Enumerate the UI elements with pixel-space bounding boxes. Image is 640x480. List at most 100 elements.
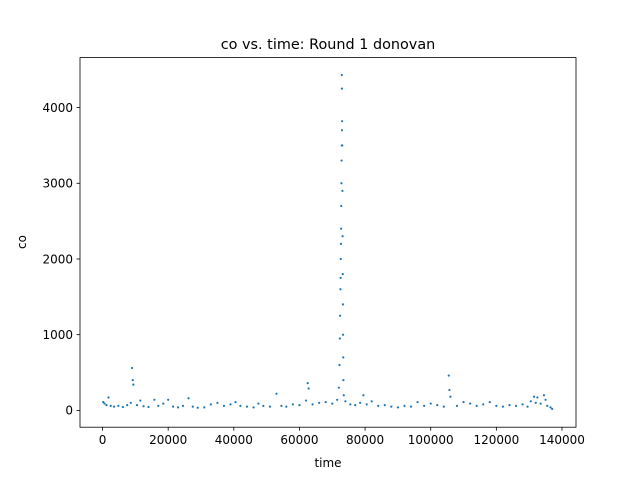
data-point bbox=[546, 404, 549, 407]
data-point bbox=[551, 407, 554, 410]
data-point bbox=[157, 404, 160, 407]
data-point bbox=[339, 276, 342, 280]
data-point bbox=[536, 396, 539, 399]
data-point bbox=[121, 405, 124, 409]
data-point bbox=[262, 404, 265, 407]
data-point bbox=[448, 388, 451, 392]
data-point bbox=[142, 405, 145, 408]
data-point bbox=[544, 398, 547, 401]
data-point bbox=[318, 401, 321, 404]
x-tick-label: 140000 bbox=[539, 433, 585, 447]
data-point bbox=[167, 398, 170, 401]
data-point bbox=[135, 403, 139, 407]
axes-frame bbox=[79, 57, 577, 428]
data-point bbox=[331, 402, 334, 405]
data-point bbox=[354, 403, 357, 407]
data-point bbox=[342, 333, 345, 336]
data-point bbox=[291, 403, 294, 406]
data-point bbox=[423, 404, 426, 407]
data-point bbox=[526, 405, 529, 408]
data-point bbox=[176, 406, 180, 409]
data-point bbox=[268, 405, 272, 408]
data-point bbox=[340, 73, 343, 77]
y-tick-label: 1000 bbox=[42, 328, 73, 342]
data-point bbox=[107, 396, 110, 399]
chart-title: co vs. time: Round 1 donovan bbox=[221, 37, 436, 53]
data-point bbox=[109, 404, 112, 407]
data-point bbox=[307, 387, 310, 390]
data-point bbox=[341, 144, 344, 147]
data-point bbox=[508, 403, 511, 407]
data-point bbox=[339, 314, 342, 317]
data-point bbox=[147, 405, 150, 409]
data-point bbox=[442, 405, 445, 408]
data-point bbox=[105, 403, 108, 407]
data-point bbox=[340, 227, 343, 230]
data-point bbox=[340, 129, 344, 132]
data-point bbox=[342, 356, 345, 359]
data-point bbox=[229, 403, 232, 406]
data-point bbox=[344, 400, 347, 403]
data-point bbox=[324, 400, 327, 404]
data-point bbox=[191, 405, 194, 408]
data-point bbox=[239, 404, 242, 407]
data-point bbox=[396, 406, 399, 409]
data-point bbox=[222, 404, 226, 407]
x-tick-label: 60000 bbox=[280, 433, 318, 447]
data-point bbox=[234, 400, 237, 404]
data-point bbox=[542, 394, 546, 397]
y-axis-ticks: 0 1000 2000 3000 4000 bbox=[42, 101, 80, 418]
x-tick-label: 80000 bbox=[346, 433, 384, 447]
data-point bbox=[362, 394, 365, 397]
data-point bbox=[252, 406, 255, 409]
data-point bbox=[534, 401, 537, 404]
data-point bbox=[447, 374, 450, 377]
data-point bbox=[129, 401, 132, 404]
y-tick-label: 0 bbox=[65, 404, 73, 418]
data-point bbox=[162, 402, 165, 405]
data-point bbox=[280, 404, 283, 407]
data-point bbox=[365, 403, 368, 406]
data-point bbox=[339, 257, 342, 261]
data-point bbox=[349, 403, 352, 406]
y-tick-label: 4000 bbox=[42, 101, 73, 115]
data-point bbox=[340, 159, 343, 162]
data-point bbox=[390, 405, 393, 408]
data-point bbox=[339, 242, 343, 245]
data-point bbox=[341, 273, 344, 276]
data-point bbox=[126, 403, 129, 407]
data-point bbox=[449, 395, 452, 398]
data-point bbox=[337, 386, 340, 389]
data-point bbox=[340, 182, 343, 185]
x-tick-label: 20000 bbox=[149, 433, 187, 447]
x-tick-label: 0 bbox=[99, 433, 107, 447]
data-point bbox=[153, 398, 156, 401]
data-point bbox=[529, 400, 532, 403]
data-point bbox=[383, 403, 386, 407]
data-point bbox=[359, 401, 362, 404]
data-point bbox=[370, 400, 373, 403]
data-point bbox=[196, 406, 199, 409]
data-point bbox=[341, 189, 344, 192]
x-tick-label: 100000 bbox=[408, 433, 454, 447]
data-point bbox=[340, 204, 343, 208]
data-point bbox=[139, 399, 142, 402]
data-point bbox=[549, 406, 552, 409]
data-point bbox=[216, 401, 219, 404]
data-point bbox=[488, 400, 491, 404]
data-point bbox=[342, 379, 345, 382]
data-point bbox=[117, 404, 120, 407]
data-point bbox=[181, 404, 185, 407]
data-point bbox=[521, 403, 524, 406]
data-point bbox=[172, 405, 175, 408]
data-point bbox=[203, 406, 206, 409]
data-point bbox=[532, 395, 536, 398]
data-point bbox=[306, 382, 309, 385]
data-point bbox=[455, 404, 459, 407]
data-point bbox=[409, 405, 413, 408]
data-point bbox=[377, 404, 380, 407]
y-tick-label: 3000 bbox=[42, 177, 73, 191]
x-tick-label: 120000 bbox=[473, 433, 519, 447]
data-points bbox=[102, 73, 554, 410]
